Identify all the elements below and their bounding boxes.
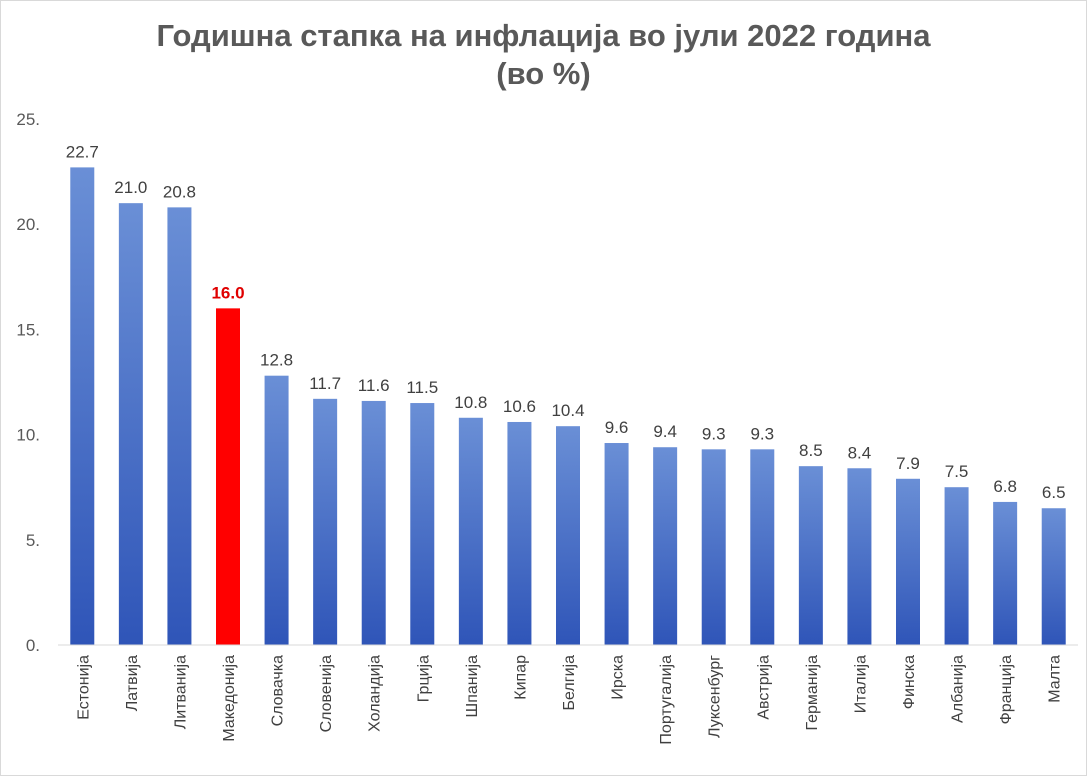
bar (313, 398, 338, 645)
x-tick-label: Словенија (318, 655, 335, 733)
y-tick-label: 25. (16, 110, 40, 129)
data-label: 20.8 (163, 182, 196, 201)
bar (750, 449, 775, 645)
y-tick-label: 0. (26, 636, 40, 655)
data-label: 11.5 (406, 378, 438, 397)
data-label: 10.6 (503, 397, 536, 416)
data-label: 16.0 (211, 283, 244, 302)
data-label: 9.3 (702, 424, 726, 443)
bar (507, 421, 532, 645)
data-label: 6.8 (993, 477, 1017, 496)
chart-subtitle: (во %) (496, 56, 591, 91)
x-tick-label: Франција (998, 655, 1015, 724)
bar (604, 443, 629, 645)
bar (944, 487, 969, 645)
data-label: 7.9 (896, 454, 920, 473)
bar (1041, 508, 1066, 645)
x-tick-label: Литванија (172, 655, 189, 729)
data-label: 9.3 (750, 424, 774, 443)
x-tick-label: Албанија (950, 655, 967, 723)
bar (896, 478, 920, 645)
x-tick-label: Германија (804, 655, 821, 731)
data-label: 6.5 (1042, 483, 1066, 502)
data-label: 10.8 (454, 393, 487, 412)
bar (410, 403, 435, 645)
bar (993, 501, 1018, 645)
data-label: 11.7 (309, 374, 341, 393)
x-tick-label: Шпанија (464, 655, 481, 718)
bar (264, 375, 289, 645)
data-label: 9.6 (605, 418, 629, 437)
x-tick-label: Белгија (561, 655, 578, 711)
data-label: 21.0 (114, 178, 147, 197)
bar (458, 417, 483, 645)
bar (556, 426, 580, 645)
x-tick-label: Ирска (610, 655, 627, 700)
x-tick-label: Австрија (755, 655, 772, 720)
y-tick-label: 20. (16, 215, 40, 234)
x-tick-label: Естонија (75, 655, 92, 720)
bar (798, 466, 823, 645)
data-label: 9.4 (653, 422, 677, 441)
x-tick-label: Малта (1047, 655, 1064, 703)
data-label: 11.6 (358, 376, 390, 395)
bar (701, 449, 726, 645)
bar (167, 207, 192, 646)
x-tick-label: Латвија (124, 655, 141, 711)
y-tick-label: 5. (26, 531, 40, 550)
data-label: 12.8 (260, 351, 293, 370)
bar (361, 400, 386, 645)
y-tick-label: 15. (16, 320, 40, 339)
x-tick-label: Кипар (512, 655, 529, 700)
bar (847, 468, 872, 645)
bar (70, 167, 95, 645)
data-label: 7.5 (945, 462, 969, 481)
data-label: 22.7 (66, 142, 99, 161)
bar (216, 308, 240, 645)
x-tick-label: Македонија (221, 655, 238, 742)
x-tick-label: Финска (901, 655, 918, 709)
chart-title: Годишна стапка на инфлација во јули 2022… (156, 18, 931, 53)
x-tick-label: Грција (415, 655, 432, 702)
x-tick-label: Италија (852, 655, 869, 713)
y-tick-label: 10. (16, 426, 40, 445)
bar (118, 203, 143, 645)
data-label: 8.5 (799, 441, 823, 460)
x-tick-label: Холандија (367, 655, 384, 732)
x-tick-label: Португалија (658, 655, 675, 745)
x-tick-label: Словачка (270, 655, 287, 727)
bar (653, 447, 678, 645)
data-label: 8.4 (848, 443, 872, 462)
data-label: 10.4 (551, 401, 584, 420)
x-tick-label: Луксенбург (707, 655, 724, 738)
